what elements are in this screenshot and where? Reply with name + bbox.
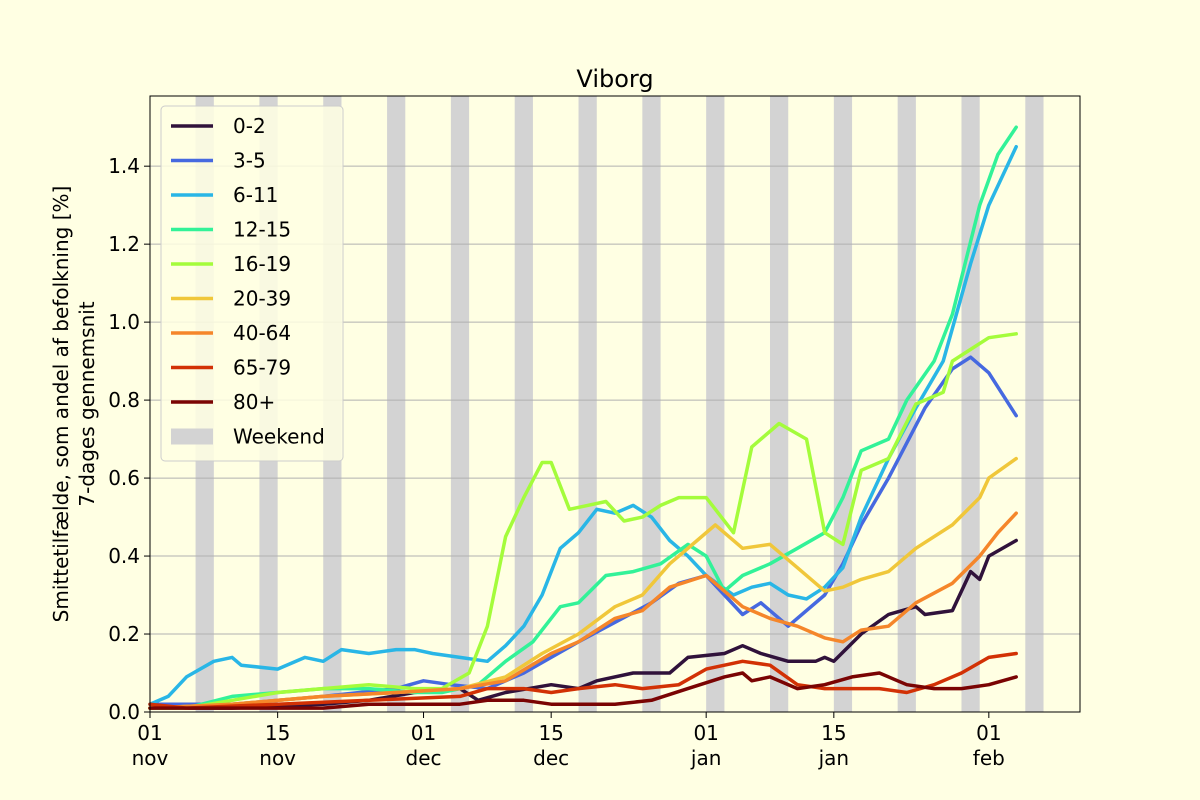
legend-label: 3-5 xyxy=(233,149,266,173)
plot-border xyxy=(149,95,1081,713)
legend-label: 40-64 xyxy=(233,321,291,345)
x-tick-label-day: 15 xyxy=(265,721,290,745)
weekend-band xyxy=(1025,96,1044,712)
series-line-40-64 xyxy=(148,511,1018,710)
y-tick-label: 0.2 xyxy=(108,622,140,646)
weekend-band xyxy=(514,96,533,712)
plot-frame xyxy=(149,95,1081,713)
x-tick-label-month: nov xyxy=(132,746,169,770)
legend: 0-2 3-5 6-11 12-15 16-19 20-39 40-64 65-79 80+ We… xyxy=(160,105,344,462)
x-tick-label-month: dec xyxy=(533,746,569,770)
weekend-band xyxy=(961,96,980,712)
x-tick-label-month: dec xyxy=(406,746,442,770)
x-tick-label-month: feb xyxy=(973,746,1005,770)
series-line-65-79 xyxy=(148,651,1018,710)
weekend-band xyxy=(578,96,597,712)
x-tick-label-day: 01 xyxy=(976,721,1001,745)
weekend-band xyxy=(706,96,725,712)
legend-label: 20-39 xyxy=(233,287,291,311)
y-axis-label-line1: Smittetilfælde, som andel af befolkning … xyxy=(49,186,73,623)
legend-label: 16-19 xyxy=(233,252,291,276)
series-line-12-15 xyxy=(148,125,1018,710)
y-tick-label: 1.2 xyxy=(108,232,140,256)
legend-label-weekend: Weekend xyxy=(233,425,325,449)
weekend-band xyxy=(450,96,470,712)
legend-label: 12-15 xyxy=(233,218,291,242)
legend-label: 0-2 xyxy=(233,114,266,138)
x-tick-label-day: 01 xyxy=(411,721,436,745)
series-line-6-11 xyxy=(148,144,1018,706)
legend-swatch-weekend xyxy=(171,428,213,445)
legend-label: 6-11 xyxy=(233,183,278,207)
chart-title: Viborg xyxy=(576,65,653,93)
y-tick-label: 1.0 xyxy=(108,310,140,334)
series-line-16-19 xyxy=(148,332,1018,710)
legend-label: 65-79 xyxy=(233,356,291,380)
y-tick-label: 0.6 xyxy=(108,466,140,490)
y-tick-label: 0.0 xyxy=(108,700,140,724)
x-tick-label-month: nov xyxy=(259,746,296,770)
x-tick-label-day: 15 xyxy=(538,721,563,745)
x-tick-label-month: jan xyxy=(690,746,722,770)
y-axis-label-line2: 7-dages gennemsnit xyxy=(75,301,99,506)
x-tick-label-day: 01 xyxy=(693,721,718,745)
legend-label: 80+ xyxy=(233,390,275,414)
y-axis: 0.0 0.2 0.4 0.6 0.8 1.0 1.2 1.4 xyxy=(108,154,150,724)
x-tick-label-month: jan xyxy=(818,746,850,770)
series-line-80+ xyxy=(148,671,1018,710)
x-tick-label-day: 15 xyxy=(821,721,846,745)
weekend-band xyxy=(387,96,406,712)
x-tick-label-day: 01 xyxy=(137,721,162,745)
weekend-band xyxy=(642,96,661,712)
series-lines xyxy=(148,125,1018,710)
weekend-band xyxy=(833,96,853,712)
y-tick-label: 1.4 xyxy=(108,154,140,178)
y-tick-label: 0.4 xyxy=(108,544,140,568)
y-tick-label: 0.8 xyxy=(108,388,140,412)
